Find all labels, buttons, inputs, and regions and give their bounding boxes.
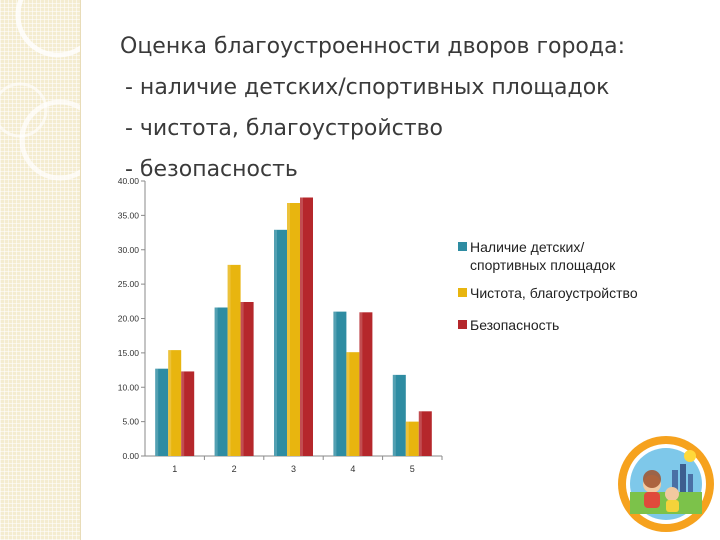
legend-label-2: Чистота, благоустройство — [470, 285, 638, 301]
children-logo-icon — [618, 436, 714, 532]
legend-item-2: Чистота, благоустройство — [458, 284, 638, 302]
bar-highlight — [333, 311, 337, 456]
x-tick-label: 2 — [232, 464, 237, 474]
legend-swatch-1 — [458, 242, 467, 251]
title-line-1: Оценка благоустроенности дворов города: — [120, 34, 625, 59]
legend-item-1: Наличие детских/спортивных площадок — [458, 238, 638, 274]
bar-highlight — [240, 302, 244, 456]
bar-series-1 — [274, 229, 287, 456]
bar-highlight — [227, 264, 231, 456]
title-line-4: - безопасность — [125, 157, 298, 182]
y-tick-label: 40.00 — [118, 176, 140, 186]
legend-swatch-3 — [458, 320, 467, 329]
bar-highlight — [346, 352, 350, 456]
decorative-circles-icon — [0, 0, 80, 181]
legend-label-3: Безопасность — [470, 317, 560, 333]
bar-series-3 — [300, 197, 313, 456]
title-line-3: - чистота, благоустройство — [125, 116, 444, 141]
bar-series-1 — [392, 374, 406, 456]
bar-highlight — [274, 229, 277, 456]
bar-highlight — [392, 374, 396, 456]
legend-label-1: Наличие детских/спортивных площадок — [470, 239, 616, 273]
y-tick-label: 15.00 — [118, 348, 140, 358]
bar-series-3 — [418, 411, 432, 456]
bar-series-2 — [346, 352, 360, 456]
x-tick-label: 4 — [350, 464, 355, 474]
bar-series-1 — [214, 307, 228, 456]
bar-series-1 — [333, 311, 347, 456]
bar-highlight — [300, 197, 303, 456]
bar-series-2 — [168, 350, 182, 456]
legend-swatch-2 — [458, 288, 467, 297]
bar-highlight — [214, 307, 218, 456]
x-tick-label: 5 — [410, 464, 415, 474]
x-tick-label: 3 — [291, 464, 296, 474]
y-tick-label: 0.00 — [122, 451, 139, 461]
x-tick-label: 1 — [172, 464, 177, 474]
chart-legend: Наличие детских/спортивных площадок Чист… — [458, 238, 638, 344]
bar-series-2 — [227, 264, 241, 456]
bar-series-2 — [287, 203, 300, 456]
bar-series-1 — [155, 368, 169, 456]
bar-highlight — [155, 368, 159, 456]
bar-highlight — [287, 203, 290, 456]
bar-highlight — [418, 411, 422, 456]
slide-title: Оценка благоустроенности дворов города: … — [120, 26, 710, 190]
y-tick-label: 10.00 — [118, 382, 140, 392]
bar-highlight — [181, 371, 185, 456]
bar-highlight — [168, 350, 172, 456]
bar-highlight — [359, 312, 363, 456]
bar-series-3 — [359, 312, 373, 456]
y-tick-label: 20.00 — [118, 314, 140, 324]
y-tick-label: 5.00 — [122, 417, 139, 427]
y-tick-label: 30.00 — [118, 245, 140, 255]
bar-highlight — [405, 421, 409, 456]
bar-series-3 — [181, 371, 195, 456]
decorative-side-panel — [0, 0, 81, 540]
bar-series-3 — [240, 302, 254, 456]
bar-series-2 — [405, 421, 419, 456]
y-tick-label: 35.00 — [118, 210, 140, 220]
title-line-2: - наличие детских/спортивных площадок — [125, 75, 610, 100]
legend-item-3: Безопасность — [458, 316, 638, 334]
y-tick-label: 25.00 — [118, 279, 140, 289]
